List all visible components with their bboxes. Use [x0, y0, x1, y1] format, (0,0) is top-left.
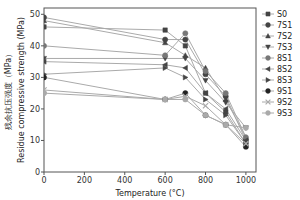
point	[163, 97, 168, 102]
point	[224, 113, 229, 118]
x-axis-label: Temperature (°C)	[114, 189, 184, 198]
x-tick-label: 200	[77, 176, 92, 185]
y-tick	[41, 77, 44, 78]
legend-marker	[266, 12, 270, 16]
point	[243, 125, 248, 130]
legend-label: 9S1	[277, 87, 292, 96]
page: {"chart_data": { "type": "line", "xlabel…	[0, 0, 300, 200]
legend-marker	[266, 45, 271, 49]
y-tick-label: 30	[30, 73, 40, 82]
y-tick	[41, 140, 44, 141]
legend-marker	[266, 34, 271, 38]
point	[203, 78, 208, 83]
point	[203, 97, 208, 102]
legend-marker	[266, 23, 271, 28]
x-tick-label: 600	[158, 176, 173, 185]
legend-label: S0	[277, 10, 287, 19]
legend-marker	[266, 100, 271, 105]
axes: 0 200 400 600 800 1000 0 10 20 30 40 50	[30, 10, 256, 185]
legend-marker	[266, 56, 271, 61]
series-line	[44, 33, 246, 137]
point	[183, 56, 188, 61]
point	[203, 103, 208, 108]
point	[163, 40, 168, 45]
plot-area	[44, 15, 249, 150]
point	[203, 91, 207, 95]
y-tick-label: 40	[30, 42, 40, 51]
point	[163, 53, 168, 58]
point	[243, 141, 248, 146]
point	[203, 113, 208, 118]
legend-label: 7S3	[277, 43, 292, 52]
x-tick	[84, 172, 85, 175]
point	[44, 91, 47, 96]
x-tick	[124, 172, 125, 175]
point	[163, 97, 168, 102]
point	[163, 65, 168, 70]
legend-marker	[266, 89, 271, 94]
y-tick-label: 10	[30, 136, 40, 145]
series-line	[44, 62, 246, 141]
point	[44, 18, 47, 23]
y-tick-label: 20	[30, 105, 40, 114]
point	[203, 113, 208, 118]
annotation: 残余抗压强度（MPa）	[4, 50, 13, 130]
y-tick	[41, 45, 44, 46]
series-line	[44, 90, 246, 144]
point	[44, 43, 47, 48]
legend-label: 7S1	[277, 21, 292, 30]
point	[183, 37, 188, 42]
y-tick	[41, 14, 44, 15]
point	[223, 122, 228, 127]
x-tick-label: 0	[41, 176, 46, 185]
y-tick	[41, 172, 44, 173]
series-line	[44, 68, 246, 144]
point	[183, 44, 187, 48]
x-tick	[165, 172, 166, 175]
x-tick	[245, 172, 246, 175]
plot-frame	[44, 8, 256, 172]
x-tick-label: 800	[198, 176, 213, 185]
y-axis-label: Residue compressive strength (MPa)	[17, 17, 26, 163]
point	[183, 97, 188, 102]
point	[163, 97, 168, 102]
legend-marker	[266, 78, 270, 83]
y-tick-label: 0	[35, 168, 40, 177]
point	[243, 126, 248, 131]
legend-label: 8S3	[277, 76, 292, 85]
series-line	[44, 93, 246, 128]
chart: 0 200 400 600 800 1000 0 10 20 30 40 50 Temperature …	[0, 0, 300, 200]
point	[183, 65, 188, 70]
series-line	[44, 21, 246, 138]
point	[183, 75, 188, 80]
point	[183, 31, 188, 36]
x-tick-label: 400	[117, 176, 132, 185]
point	[44, 59, 46, 64]
legend-label: 9S3	[277, 109, 292, 118]
point	[223, 91, 228, 96]
y-tick-label: 50	[30, 10, 40, 19]
x-tick-label: 1000	[236, 176, 256, 185]
point	[163, 28, 167, 32]
series-line	[44, 77, 246, 146]
legend-marker	[266, 111, 271, 116]
point	[44, 25, 46, 29]
point	[223, 101, 228, 106]
point	[44, 75, 47, 80]
legend-label: 8S2	[277, 65, 292, 74]
point	[223, 122, 228, 127]
legend: S0 7S1 7S2 7S3 8S1 8S2 8S3 9S1 9S2 9S3	[262, 10, 292, 118]
point	[203, 91, 208, 96]
x-tick	[205, 172, 206, 175]
series-line	[44, 17, 246, 140]
point	[203, 68, 208, 73]
legend-label: 7S2	[277, 32, 292, 41]
y-tick	[41, 108, 44, 109]
legend-marker	[266, 67, 270, 72]
legend-label: 9S2	[277, 98, 292, 107]
legend-label: 8S1	[277, 54, 292, 63]
point	[223, 106, 228, 111]
point	[223, 122, 228, 127]
